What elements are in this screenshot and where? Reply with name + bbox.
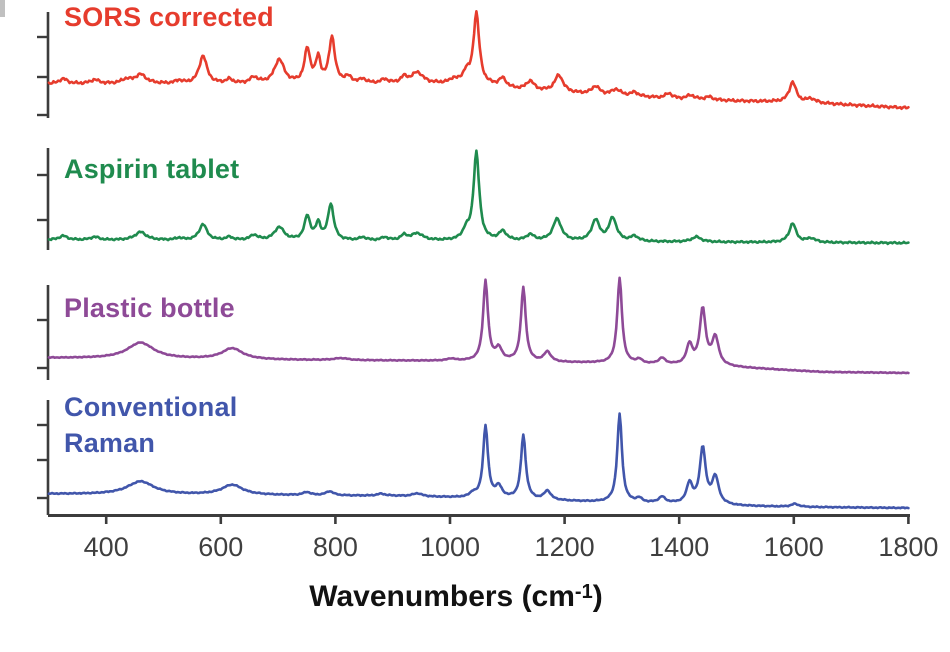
x-tick-label: 1400 [649,532,709,562]
x-tick-label: 800 [313,532,358,562]
x-axis-label-close: ) [592,580,603,613]
trace-label-plastic-bottle: Plastic bottle [64,293,235,323]
x-tick-label: 1200 [535,532,595,562]
trace-label-sors-corrected: SORS corrected [64,2,274,32]
trace-conventional-raman [47,412,910,510]
trace-label-aspirin-tablet: Aspirin tablet [64,154,240,184]
edge-artifact [0,0,5,17]
x-tick-label: 1800 [878,532,938,562]
x-tick-label: 1000 [420,532,480,562]
trace-plastic-bottle [47,276,910,375]
x-tick-label: 400 [84,532,129,562]
trace-label-conventional-raman: Conventional Raman [64,392,238,458]
x-axis-label-main: Wavenumbers (cm [309,580,575,613]
x-tick-label: 1600 [764,532,824,562]
trace-sors-corrected [47,10,910,111]
x-axis-label-superscript: -1 [574,581,593,603]
x-axis-label: Wavenumbers (cm-1) [0,580,912,614]
trace-aspirin-tablet [47,149,910,246]
x-tick-label: 600 [198,532,243,562]
